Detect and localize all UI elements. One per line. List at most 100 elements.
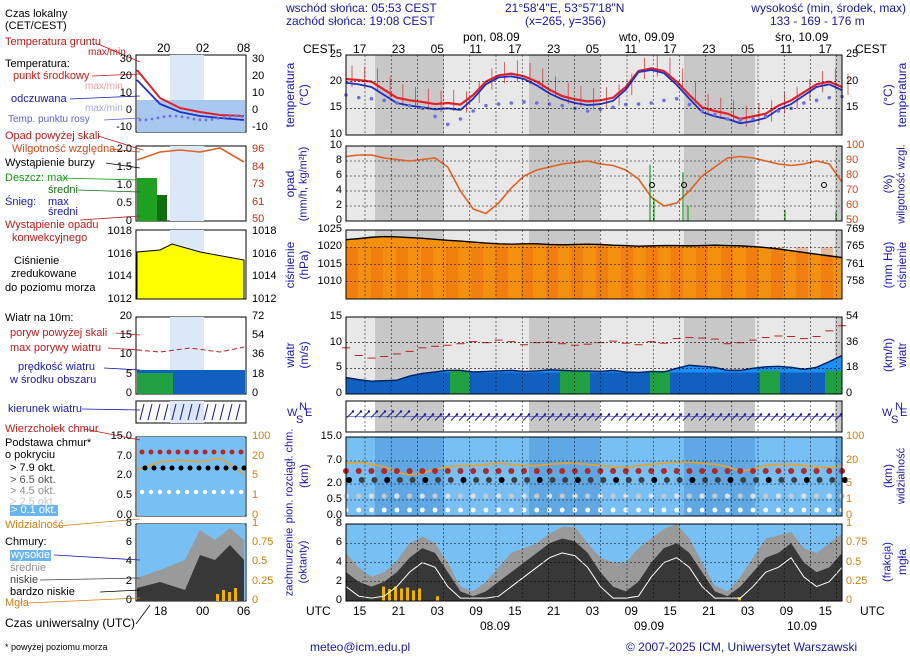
legend-cloud-base-dot (151, 465, 157, 471)
legend-wind-tick-r: 18 (252, 367, 265, 380)
wind-arrow-55 (786, 414, 794, 421)
cloud-vlow-dot-30 (725, 507, 730, 513)
cloud-low-dot-32 (750, 493, 756, 499)
wind-arrow-head-35 (631, 413, 635, 416)
legend-fog: Mgła (5, 597, 29, 609)
axis-cloud-cover: zachmurzenie (283, 527, 296, 597)
panel-border-0 (345, 54, 843, 136)
fog-bar-3 (400, 588, 403, 601)
fog-tick-right: 0.75 (846, 536, 868, 549)
temp-tick-right: 15 (846, 101, 859, 114)
cloud-base-dot-0 (346, 477, 352, 483)
wind-arrow-head-29 (583, 413, 587, 416)
cloud-low-dot-3 (381, 493, 387, 499)
cover-tick-left: 4 (335, 555, 342, 568)
pressure-stripe-12 (646, 247, 658, 299)
wind-arrow-head-16 (479, 413, 483, 416)
local-time-tick: 17 (508, 42, 522, 56)
legend-cloud-tick: 2.0 (116, 469, 132, 482)
legend-pressure3: do poziomu morza (5, 282, 96, 294)
cloud-top-dot-24 (648, 468, 655, 474)
dew-point-8 (445, 122, 450, 127)
wind-green-1 (560, 370, 590, 394)
wind-arrow-23 (530, 414, 538, 421)
cloud-base-night-3 (835, 437, 842, 516)
cloud-base-dot-1 (358, 477, 365, 483)
legend-dew-dot (186, 116, 190, 120)
email-link[interactable]: meteo@icm.edu.pl (310, 640, 411, 654)
cloud-low-dot-22 (623, 493, 629, 499)
legend-wind-arrow (179, 403, 185, 421)
dew-point-23 (636, 102, 641, 106)
cloud-vlow-dot-31 (737, 507, 743, 513)
wind-arrow-44 (698, 414, 706, 421)
legend-storm: Wystąpienie burzy (5, 157, 95, 169)
legend-utc-tick-2: 00 (196, 604, 210, 618)
wind-arrow-54 (778, 414, 786, 421)
cloud-low-dot-28 (699, 493, 705, 499)
legend-wind-arrow (235, 403, 241, 421)
wind-green-0 (450, 370, 470, 394)
wind-arrow-30 (586, 414, 594, 421)
utc-time-tick: 09 (469, 604, 483, 618)
cloud-base-dot-32 (752, 477, 759, 483)
legend-soil-temp-sub: max/min (88, 47, 126, 58)
day2-label: wto, 09.09 (619, 30, 675, 44)
legend-cloud-low-dot (220, 489, 226, 495)
cloud-base-dot-9 (460, 477, 467, 483)
humidity-tick-right: 100 (846, 139, 865, 151)
legend-cloud-top-dot (238, 449, 244, 455)
utc-time-tick: 15 (663, 604, 677, 618)
wind-arrow-42 (682, 414, 690, 421)
pressure-stripe-17 (771, 247, 783, 299)
wind-arrow-32 (602, 414, 610, 421)
cloud-top-dot-23 (635, 468, 642, 474)
wind-arrow-28 (570, 414, 578, 421)
wind-arrow-22 (522, 414, 530, 421)
cloud-low-dot-4 (394, 493, 400, 499)
cloud-top-dot-35 (788, 468, 795, 474)
legend-vis-tick: 100 (252, 430, 271, 442)
axis-wind-r: wiatr (895, 342, 909, 368)
visibility-tick-right: 20 (846, 454, 859, 466)
fog-bar-2 (394, 586, 397, 601)
cloud-base-dot-3 (384, 477, 391, 483)
panel-border-3 (345, 316, 843, 395)
cloud-low-dot-26 (674, 493, 680, 499)
cloud-vlow-dot-23 (636, 507, 641, 513)
legend-humidity: Wilgotność względna (12, 143, 116, 155)
compass-w-left: W (287, 407, 298, 419)
legend-cloud-bg (137, 437, 245, 516)
legend-cloud-low-dot (193, 489, 199, 495)
legend-dew-dot (216, 116, 220, 120)
wind-arrow-head-26 (559, 413, 563, 416)
pressure-tick-left: 1015 (317, 257, 342, 270)
sunrise-text: wschód słońca: 05:53 CEST (286, 1, 437, 15)
legend-local-time: Czas lokalny (5, 8, 68, 20)
legend-cloud-tick: 15.0 (110, 430, 132, 442)
cloud-vlow-dot-20 (597, 507, 603, 513)
wind-arrow-48 (730, 414, 738, 421)
cloud-low-dot-18 (572, 493, 578, 499)
axis-fog-unit: (frakcja) (881, 542, 894, 582)
storm-marker-2 (821, 182, 827, 188)
legend-cloud-base-dot (142, 465, 148, 471)
night-shade-0-1 (529, 55, 600, 135)
legend-temp-tick-r: 30 (252, 53, 265, 65)
wind-arrow-36 (634, 414, 642, 421)
legend-leader-16 (53, 554, 141, 561)
legend-hum-tick: 73 (252, 178, 265, 190)
precip-tick-left: 6 (335, 169, 342, 181)
legend-leader-11 (107, 347, 141, 351)
wind-arrow-58 (810, 414, 818, 421)
cloud-base-dot-11 (485, 477, 492, 483)
legend-wind-arrow (147, 403, 153, 421)
wind-arrow-head-23 (535, 413, 539, 416)
legend-cloud-low-dot (166, 489, 172, 495)
legend-dew-dot (234, 114, 238, 118)
legend-temp-tick-r: 20 (252, 70, 265, 82)
cloud-vlow-dot-5 (407, 507, 412, 513)
axis-pressure: ciśnienie (283, 241, 297, 289)
axis-temperature-unit-r: (°C) (881, 84, 895, 106)
dew-point-17 (560, 103, 565, 108)
